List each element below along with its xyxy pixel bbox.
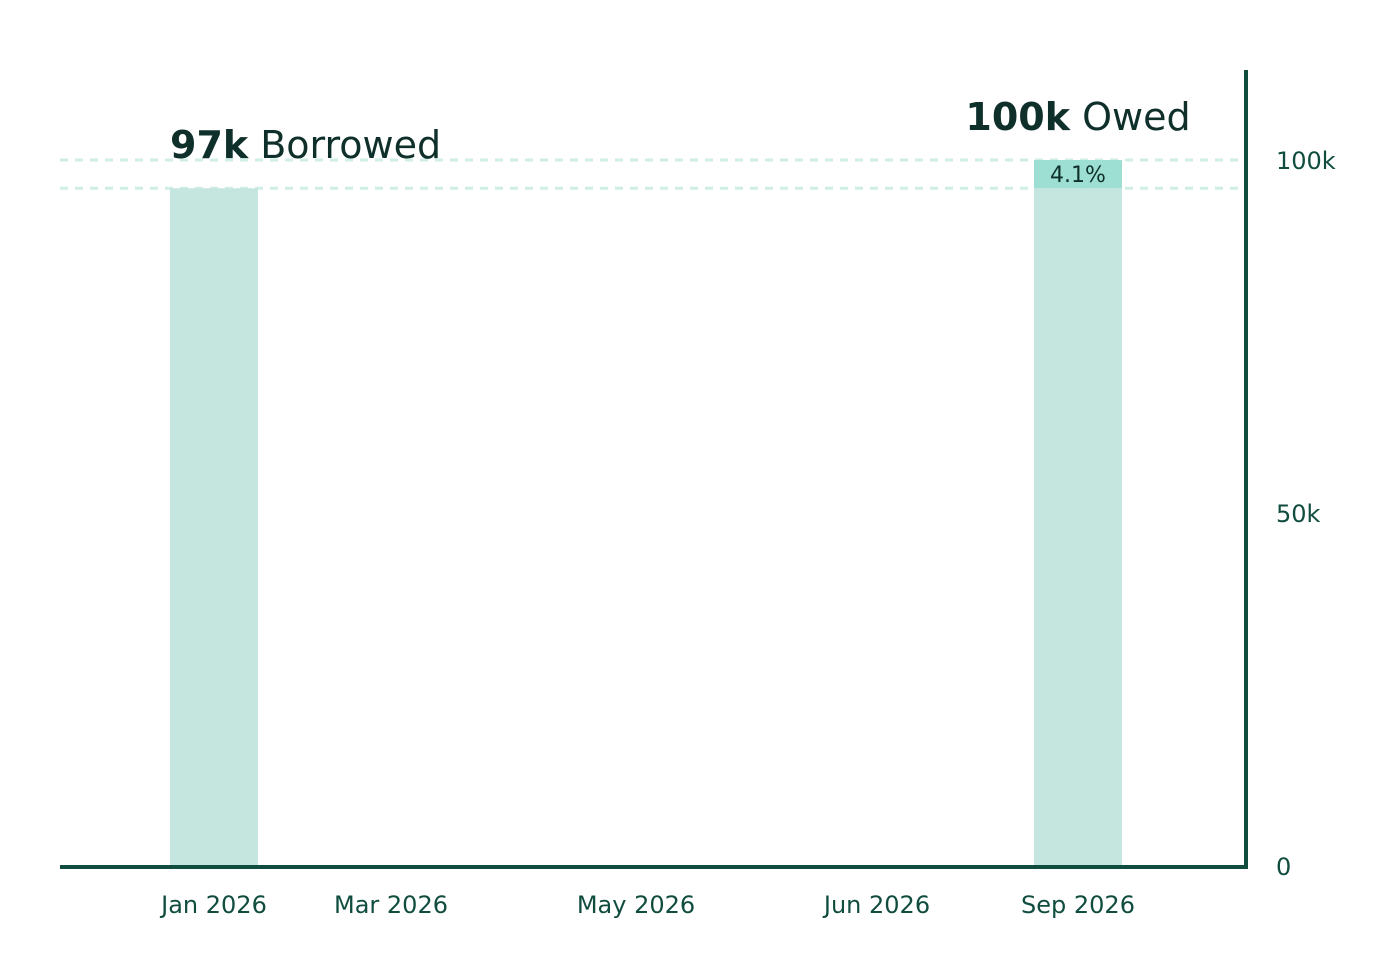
bars: 4.1%	[170, 160, 1122, 867]
x-tick-label: Jun 2026	[822, 891, 930, 919]
annotation-value: 100k	[965, 95, 1070, 139]
annotation-label: 97k Borrowed	[170, 123, 441, 167]
y-tick-label: 50k	[1276, 500, 1321, 528]
bar-data-label: 4.1%	[1050, 163, 1106, 188]
x-tick-label: Jan 2026	[159, 891, 267, 919]
y-tick-label: 0	[1276, 853, 1291, 881]
x-tick-label: Sep 2026	[1021, 891, 1135, 919]
bar-principal	[170, 188, 258, 867]
axes	[60, 70, 1248, 869]
bar-interest	[1034, 160, 1122, 189]
bar-principal	[1034, 188, 1122, 867]
x-axis-ticks: Jan 2026 Mar 2026 May 2026 Jun 2026 Sep 2026	[159, 891, 1135, 919]
annotation-label: 100k Owed	[965, 95, 1190, 139]
annotation-text: Borrowed	[248, 123, 441, 167]
y-tick-label: 100k	[1276, 147, 1336, 175]
annotation-text: Owed	[1070, 95, 1191, 139]
x-tick-label: May 2026	[577, 891, 695, 919]
annotations: 97k Borrowed 100k Owed	[170, 95, 1191, 167]
y-axis-ticks: 0 50k 100k	[1276, 147, 1336, 881]
x-tick-label: Mar 2026	[334, 891, 448, 919]
annotation-value: 97k	[170, 123, 249, 167]
